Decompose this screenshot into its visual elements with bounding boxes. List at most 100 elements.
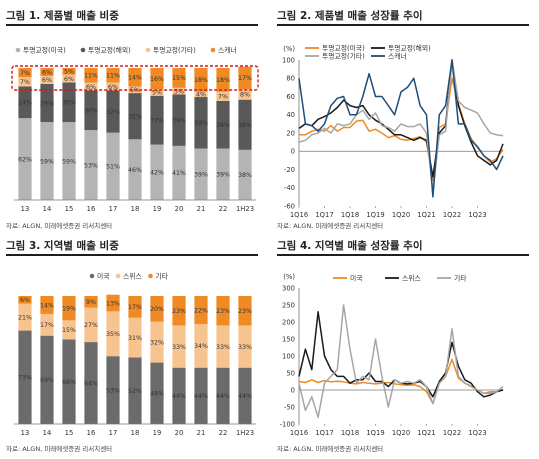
bar-segment: [128, 296, 142, 318]
data-label: 8%: [240, 92, 250, 99]
x-tick-label: 20: [175, 205, 184, 213]
data-label: 7%: [218, 94, 228, 101]
bar-segment: [150, 296, 164, 322]
data-label: 44%: [194, 393, 208, 400]
x-tick-label: 1H23: [236, 205, 254, 213]
bar-segment: [62, 122, 76, 200]
bar-segment: [84, 82, 98, 91]
data-label: 15%: [62, 327, 76, 334]
bar-segment: [238, 149, 252, 200]
data-label: 15%: [172, 75, 186, 82]
bar-segment: [106, 82, 120, 91]
y-tick-label: 200: [282, 318, 295, 326]
bar-segment: [172, 367, 186, 424]
bar-segment: [84, 68, 98, 83]
data-label: 38%: [238, 172, 252, 179]
data-label: 33%: [238, 344, 252, 351]
bar-segment: [40, 75, 54, 84]
data-label: 6%: [42, 77, 52, 84]
bar-segment: [18, 303, 32, 331]
bar-segment: [62, 296, 76, 321]
y-axis-unit: (%): [283, 45, 295, 53]
x-tick-label: 1Q18: [341, 429, 359, 437]
panel-product-growth: 그림 2. 제품별 매출 성장률 추이 (%) 100 80 60 40 20 0 -20 -4…: [277, 8, 535, 230]
legend-marker: [148, 273, 153, 279]
bar-segment: [128, 357, 142, 424]
x-tick-label: 17: [109, 429, 118, 437]
bar-segment: [106, 311, 120, 357]
data-label: 16%: [150, 76, 164, 83]
data-label: 36%: [216, 122, 230, 129]
source-note: 자료: ALGN, 미래에셋증권 리서치센터: [277, 222, 384, 230]
legend-label: 스캐너: [388, 52, 407, 61]
data-label: 27%: [84, 322, 98, 329]
bar-segment: [40, 296, 54, 314]
data-label: 44%: [216, 393, 230, 400]
data-label: 59%: [62, 158, 76, 165]
highlight-box: [11, 65, 259, 91]
bar-segment: [150, 144, 164, 200]
bar-segment: [128, 317, 142, 358]
y-tick-label: 0: [291, 148, 295, 156]
data-label: 38%: [238, 122, 252, 129]
data-label: 52%: [128, 388, 142, 395]
y-tick-label: -40: [284, 184, 295, 192]
bar-segment: [40, 122, 54, 200]
data-label: 14%: [40, 302, 54, 309]
bar-segment: [40, 83, 54, 123]
y-tick-label: -60: [284, 202, 295, 210]
panel-title: 그림 2. 제품별 매출 성장률 추이: [277, 10, 423, 22]
legend-marker: [89, 273, 95, 279]
source-note: 자료: ALGN, 미래에셋증권 리서치센터: [6, 222, 113, 230]
y-tick-label: -20: [284, 166, 295, 174]
bar-segment: [84, 130, 98, 200]
data-label: 17%: [238, 75, 252, 82]
panel-region-growth: 그림 4. 지역별 매출 성장률 추이 (%) 300 250 200 150 100 50…: [277, 238, 535, 456]
data-label: 29%: [40, 100, 54, 107]
data-label: 31%: [128, 335, 142, 342]
x-tick-label: 1Q17: [315, 429, 333, 437]
bar-segment: [18, 330, 32, 424]
data-label: 17%: [40, 322, 54, 329]
x-tick-label: 19: [153, 205, 162, 213]
data-label: 44%: [238, 393, 252, 400]
series-line: [298, 304, 504, 418]
data-label: 64%: [84, 380, 98, 387]
x-tick-label: 1Q18: [341, 211, 359, 219]
x-tick-label: 1Q21: [417, 429, 435, 437]
series-line: [298, 59, 504, 178]
x-tick-label: 1Q20: [392, 429, 410, 437]
bar-segment: [150, 362, 164, 424]
x-tick-label: 16: [87, 205, 96, 213]
data-label: 6%: [86, 84, 96, 91]
x-tick-label: 1Q22: [443, 211, 461, 219]
x-tick-label: 1H23: [236, 429, 254, 437]
y-tick-label: -50: [284, 403, 295, 411]
y-axis-unit: (%): [283, 273, 295, 281]
data-label: 5%: [174, 88, 184, 95]
bar-segment: [238, 367, 252, 424]
data-label: 69%: [40, 377, 54, 384]
bar-segment: [128, 93, 142, 140]
bar-segment: [216, 68, 230, 92]
bar-segment: [150, 95, 164, 145]
title-underline: [277, 254, 529, 256]
product-share-chart: 투명교정(미국) 투명교정(해외) 투명교정(기타) 스캐너 62% 24% 7% 7% 13 5…: [11, 46, 259, 213]
bar-segment: [128, 68, 142, 87]
x-tick-label: 14: [43, 429, 52, 437]
data-label: 39%: [216, 172, 230, 179]
bar-segment: [150, 321, 164, 363]
x-tick-label: 18: [131, 429, 140, 437]
data-label: 39%: [172, 117, 186, 124]
panel-region-share: 그림 3. 지역별 매출 비중 미국 스위스 기타 73% 21% 6% 13 69% 17% 1…: [6, 238, 264, 456]
data-label: 5%: [64, 69, 74, 76]
bar-segment: [238, 325, 252, 368]
bar-segment: [128, 139, 142, 200]
data-label: 33%: [172, 344, 186, 351]
data-label: 66%: [62, 379, 76, 386]
legend-marker: [15, 47, 21, 53]
panel-product-share: 그림 1. 제품별 매출 비중 투명교정(미국) 투명교정(해외) 투명교정(기타)…: [6, 8, 264, 230]
y-tick-label: 250: [282, 301, 295, 309]
bar-segment: [238, 89, 252, 100]
bar-segment: [238, 99, 252, 150]
